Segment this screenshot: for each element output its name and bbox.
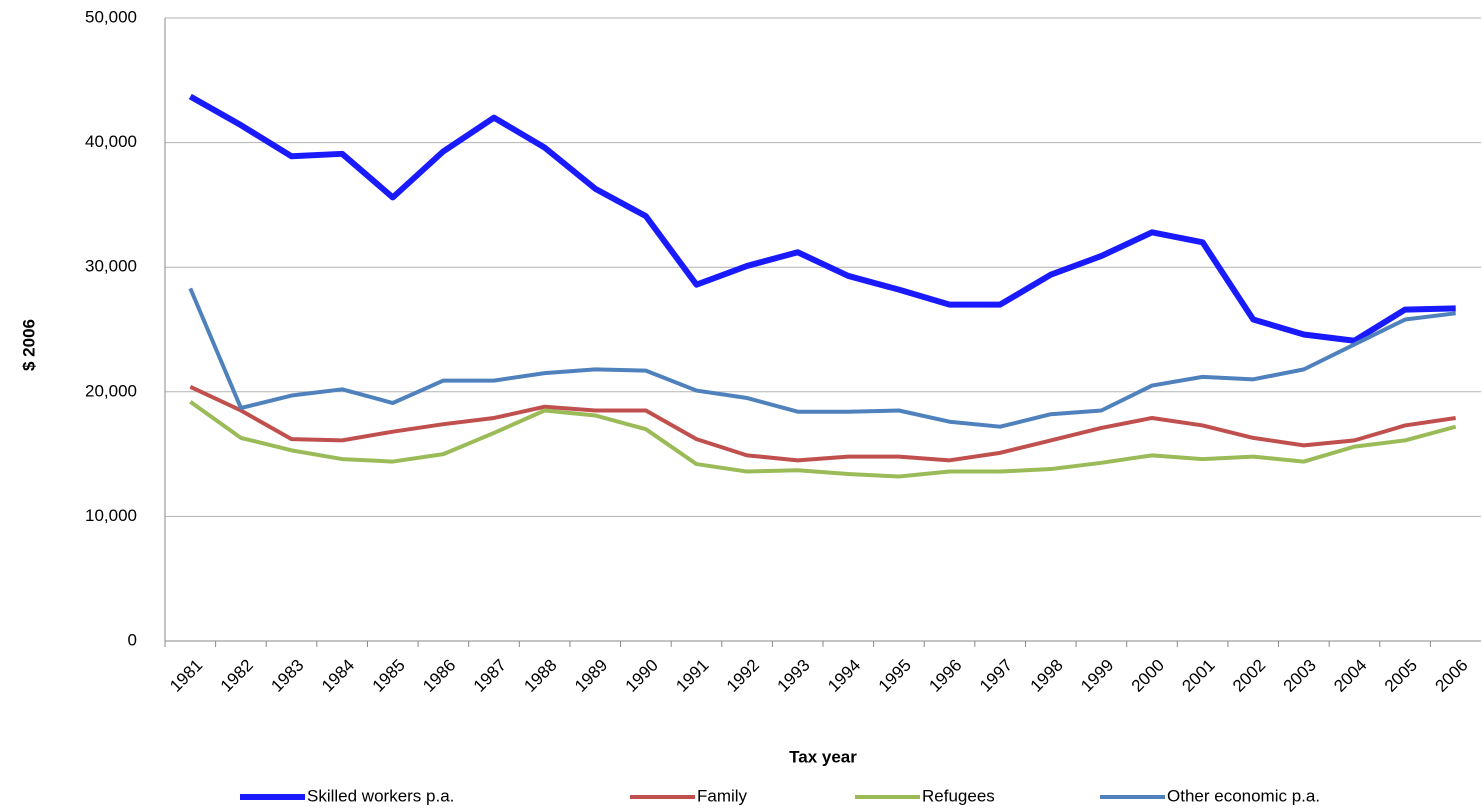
x-tick-label: 2000 xyxy=(1128,656,1168,696)
legend-label: Refugees xyxy=(922,786,995,805)
x-tick-label: 1998 xyxy=(1027,656,1067,696)
x-tick-label: 1981 xyxy=(166,656,206,696)
x-tick-label: 1990 xyxy=(622,656,662,696)
x-tick-label: 1988 xyxy=(520,656,560,696)
x-tick-label: 1983 xyxy=(267,656,307,696)
y-tick-label: 50,000 xyxy=(85,7,137,26)
x-tick-label: 1997 xyxy=(976,656,1016,696)
y-tick-label: 0 xyxy=(128,630,137,649)
x-tick-label: 1999 xyxy=(1077,656,1117,696)
x-tick-label: 1989 xyxy=(571,656,611,696)
y-tick-label: 30,000 xyxy=(85,257,137,276)
x-tick-label: 1987 xyxy=(470,656,510,696)
series-line xyxy=(188,93,1456,344)
x-tick-label: 1995 xyxy=(875,656,915,696)
x-tick-label: 2004 xyxy=(1330,656,1370,696)
x-tick-label: 1982 xyxy=(217,656,257,696)
series-line xyxy=(189,400,1457,479)
x-tick-label: 1994 xyxy=(824,656,864,696)
series-line xyxy=(188,287,1456,429)
x-tick-label: 2002 xyxy=(1229,656,1269,696)
x-tick-label: 1985 xyxy=(369,656,409,696)
x-tick-label: 1986 xyxy=(419,656,459,696)
x-tick-label: 2005 xyxy=(1381,656,1421,696)
legend-label: Other economic p.a. xyxy=(1167,786,1320,805)
x-tick-label: 1984 xyxy=(318,656,358,696)
x-tick-label: 2001 xyxy=(1178,656,1218,696)
x-axis-title: Tax year xyxy=(789,747,857,766)
y-axis-title: $ 2006 xyxy=(19,319,38,371)
legend-label: Family xyxy=(697,786,748,805)
x-tick-label: 1991 xyxy=(672,656,712,696)
x-tick-label: 1992 xyxy=(723,656,763,696)
legend-label: Skilled workers p.a. xyxy=(307,786,454,805)
x-tick-label: 2006 xyxy=(1432,656,1472,696)
y-tick-label: 40,000 xyxy=(85,132,137,151)
series-line xyxy=(189,385,1456,463)
x-tick-label: 2003 xyxy=(1280,656,1320,696)
y-tick-label: 20,000 xyxy=(85,381,137,400)
y-tick-label: 10,000 xyxy=(85,506,137,525)
x-tick-label: 1993 xyxy=(774,656,814,696)
x-tick-label: 1996 xyxy=(925,656,965,696)
